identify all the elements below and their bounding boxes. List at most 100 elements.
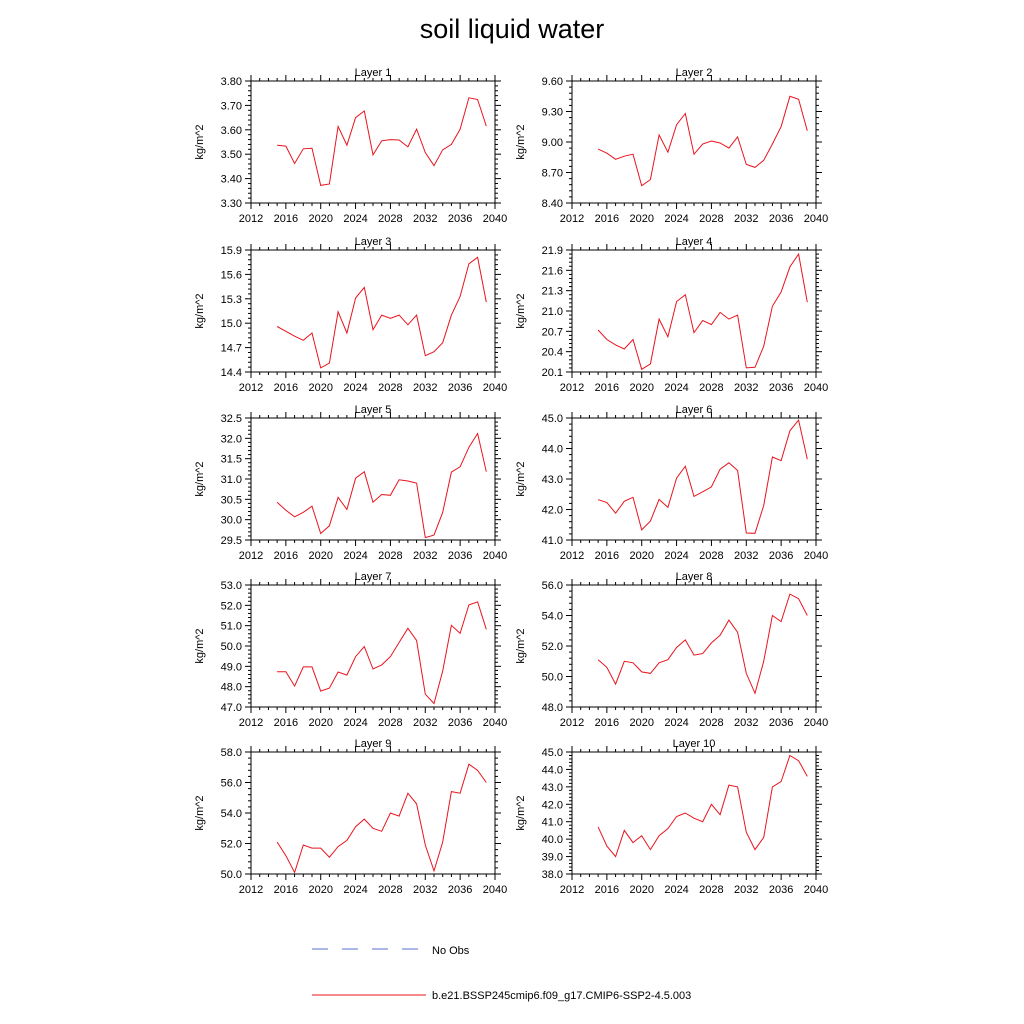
panel-2-frame	[571, 80, 817, 204]
panel-10-ytick-label: 41.0	[542, 817, 563, 829]
panel-1-frame	[250, 80, 496, 204]
panel-3-ytick-label: 14.4	[221, 367, 242, 379]
panel-5-ytick-label: 31.5	[221, 454, 242, 466]
panel-6-xtick-label: 2020	[629, 550, 653, 562]
panel-7-xtick-label: 2020	[308, 717, 332, 729]
panel-9-frame	[250, 751, 496, 875]
panel-6-xtick-label: 2028	[699, 550, 723, 562]
panel-8-xtick-label: 2036	[769, 717, 793, 729]
panel-10-xtick-label: 2032	[734, 884, 758, 896]
panel-10-ytick-label: 40.0	[542, 834, 563, 846]
panel-8-ytick-label: 50.0	[542, 672, 563, 684]
panel-8-ytick-label: 52.0	[542, 641, 563, 653]
panel-8-ytick-label: 48.0	[542, 702, 563, 714]
panel-2-series-line	[597, 95, 808, 187]
panel-1-xtick-label: 2028	[378, 213, 402, 225]
panel-10-xtick-label: 2036	[769, 884, 793, 896]
panel-1-xtick-label: 2032	[413, 213, 437, 225]
panel-9-xtick-label: 2028	[378, 884, 402, 896]
panel-3-ytick-label: 15.3	[221, 294, 242, 306]
panel-1-ytick-label: 3.60	[221, 125, 242, 137]
panel-2-ytick-label: 9.00	[542, 137, 563, 149]
panel-7-ytick-label: 50.0	[221, 641, 242, 653]
panel-2-ytick-label: 8.70	[542, 168, 563, 180]
panel-7-frame	[250, 584, 496, 708]
panel-4-xtick-label: 2024	[664, 382, 688, 394]
panel-10-ytick-label: 39.0	[542, 852, 563, 864]
panel-3-xtick-label: 2012	[239, 382, 263, 394]
panel-4-xtick-label: 2028	[699, 382, 723, 394]
panel-5-xtick-label: 2032	[413, 550, 437, 562]
panel-4-ytick-label: 21.6	[542, 265, 563, 277]
panel-3-series-line	[276, 256, 487, 369]
panel-8-frame	[571, 584, 817, 708]
panel-1-xtick-label: 2024	[343, 213, 367, 225]
panel-1-ytick-label: 3.30	[221, 198, 242, 210]
panel-10-xtick-label: 2040	[804, 884, 828, 896]
panel-5-xtick-label: 2036	[448, 550, 472, 562]
panel-4-xtick-label: 2016	[595, 382, 619, 394]
panel-9-ylabel: kg/m^2	[194, 795, 206, 830]
panel-3-xtick-label: 2032	[413, 382, 437, 394]
panel-4-ytick-label: 21.0	[542, 306, 563, 318]
panel-1-xtick-label: 2012	[239, 213, 263, 225]
panel-4-ytick-label: 20.7	[542, 326, 563, 338]
panel-5-ytick-label: 30.0	[221, 515, 242, 527]
panel-4-ytick-label: 21.3	[542, 286, 563, 298]
panel-8-ytick-label: 54.0	[542, 611, 563, 623]
panel-4-ytick-label: 21.9	[542, 245, 563, 257]
panel-4-series-line	[597, 252, 808, 371]
panel-9-title: Layer 9	[355, 738, 392, 750]
panel-7-ytick-label: 53.0	[221, 580, 242, 592]
panel-1-xtick-label: 2020	[308, 213, 332, 225]
panel-9-ytick-label: 58.0	[221, 747, 242, 759]
panel-9-ytick-label: 50.0	[221, 869, 242, 881]
panel-6-ytick-label: 43.0	[542, 474, 563, 486]
panel-9-xtick-label: 2040	[483, 884, 507, 896]
panel-5-ytick-label: 31.0	[221, 474, 242, 486]
panel-5-title: Layer 5	[355, 404, 392, 416]
panel-7-xtick-label: 2024	[343, 717, 367, 729]
panel-5-ytick-label: 30.5	[221, 494, 242, 506]
panel-6-series-line	[597, 418, 808, 534]
panel-6-xtick-label: 2032	[734, 550, 758, 562]
panel-1-ytick-label: 3.50	[221, 149, 242, 161]
panel-2-ylabel: kg/m^2	[515, 124, 527, 159]
panel-9-xtick-label: 2016	[274, 884, 298, 896]
panel-3-frame	[250, 249, 496, 373]
panel-7-xtick-label: 2036	[448, 717, 472, 729]
panel-8-ytick-label: 56.0	[542, 580, 563, 592]
panel-4-ylabel: kg/m^2	[515, 293, 527, 328]
panel-2-xtick-label: 2028	[699, 213, 723, 225]
panel-5-xtick-label: 2020	[308, 550, 332, 562]
panel-5-ytick-label: 32.0	[221, 433, 242, 445]
panel-3-ytick-label: 14.7	[221, 343, 242, 355]
panel-1-xtick-label: 2016	[274, 213, 298, 225]
panel-6-ylabel: kg/m^2	[515, 461, 527, 496]
panel-2-ytick-label: 8.40	[542, 198, 563, 210]
panel-3-ylabel: kg/m^2	[194, 293, 206, 328]
panel-9-xtick-label: 2024	[343, 884, 367, 896]
panel-4-ytick-label: 20.4	[542, 347, 563, 359]
panel-7-xtick-label: 2028	[378, 717, 402, 729]
panel-6-xtick-label: 2016	[595, 550, 619, 562]
panel-9-ytick-label: 52.0	[221, 839, 242, 851]
panel-10-xtick-label: 2016	[595, 884, 619, 896]
panel-9-xtick-label: 2032	[413, 884, 437, 896]
panel-7-xtick-label: 2032	[413, 717, 437, 729]
panel-3-xtick-label: 2028	[378, 382, 402, 394]
panel-7-title: Layer 7	[355, 571, 392, 583]
panel-4-xtick-label: 2036	[769, 382, 793, 394]
panel-10-ylabel: kg/m^2	[515, 795, 527, 830]
panel-2-xtick-label: 2016	[595, 213, 619, 225]
panel-2-ytick-label: 9.60	[542, 76, 563, 88]
panel-6-frame	[571, 417, 817, 541]
panel-7-ytick-label: 51.0	[221, 621, 242, 633]
panel-10-xtick-label: 2028	[699, 884, 723, 896]
panel-9-ytick-label: 54.0	[221, 808, 242, 820]
panel-6-ytick-label: 41.0	[542, 535, 563, 547]
panel-4-xtick-label: 2040	[804, 382, 828, 394]
panel-3-ytick-label: 15.0	[221, 318, 242, 330]
page-title: soil liquid water	[419, 14, 605, 44]
panel-4-xtick-label: 2020	[629, 382, 653, 394]
